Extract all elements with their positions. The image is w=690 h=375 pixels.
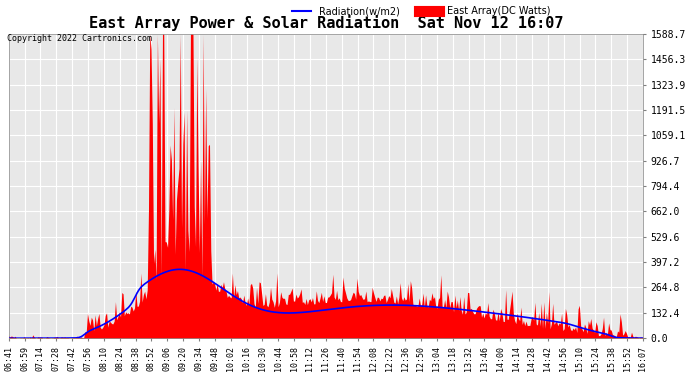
- Text: Copyright 2022 Cartronics.com: Copyright 2022 Cartronics.com: [7, 34, 152, 43]
- Legend: Radiation(w/m2), East Array(DC Watts): Radiation(w/m2), East Array(DC Watts): [288, 2, 554, 20]
- Title: East Array Power & Solar Radiation  Sat Nov 12 16:07: East Array Power & Solar Radiation Sat N…: [88, 15, 563, 32]
